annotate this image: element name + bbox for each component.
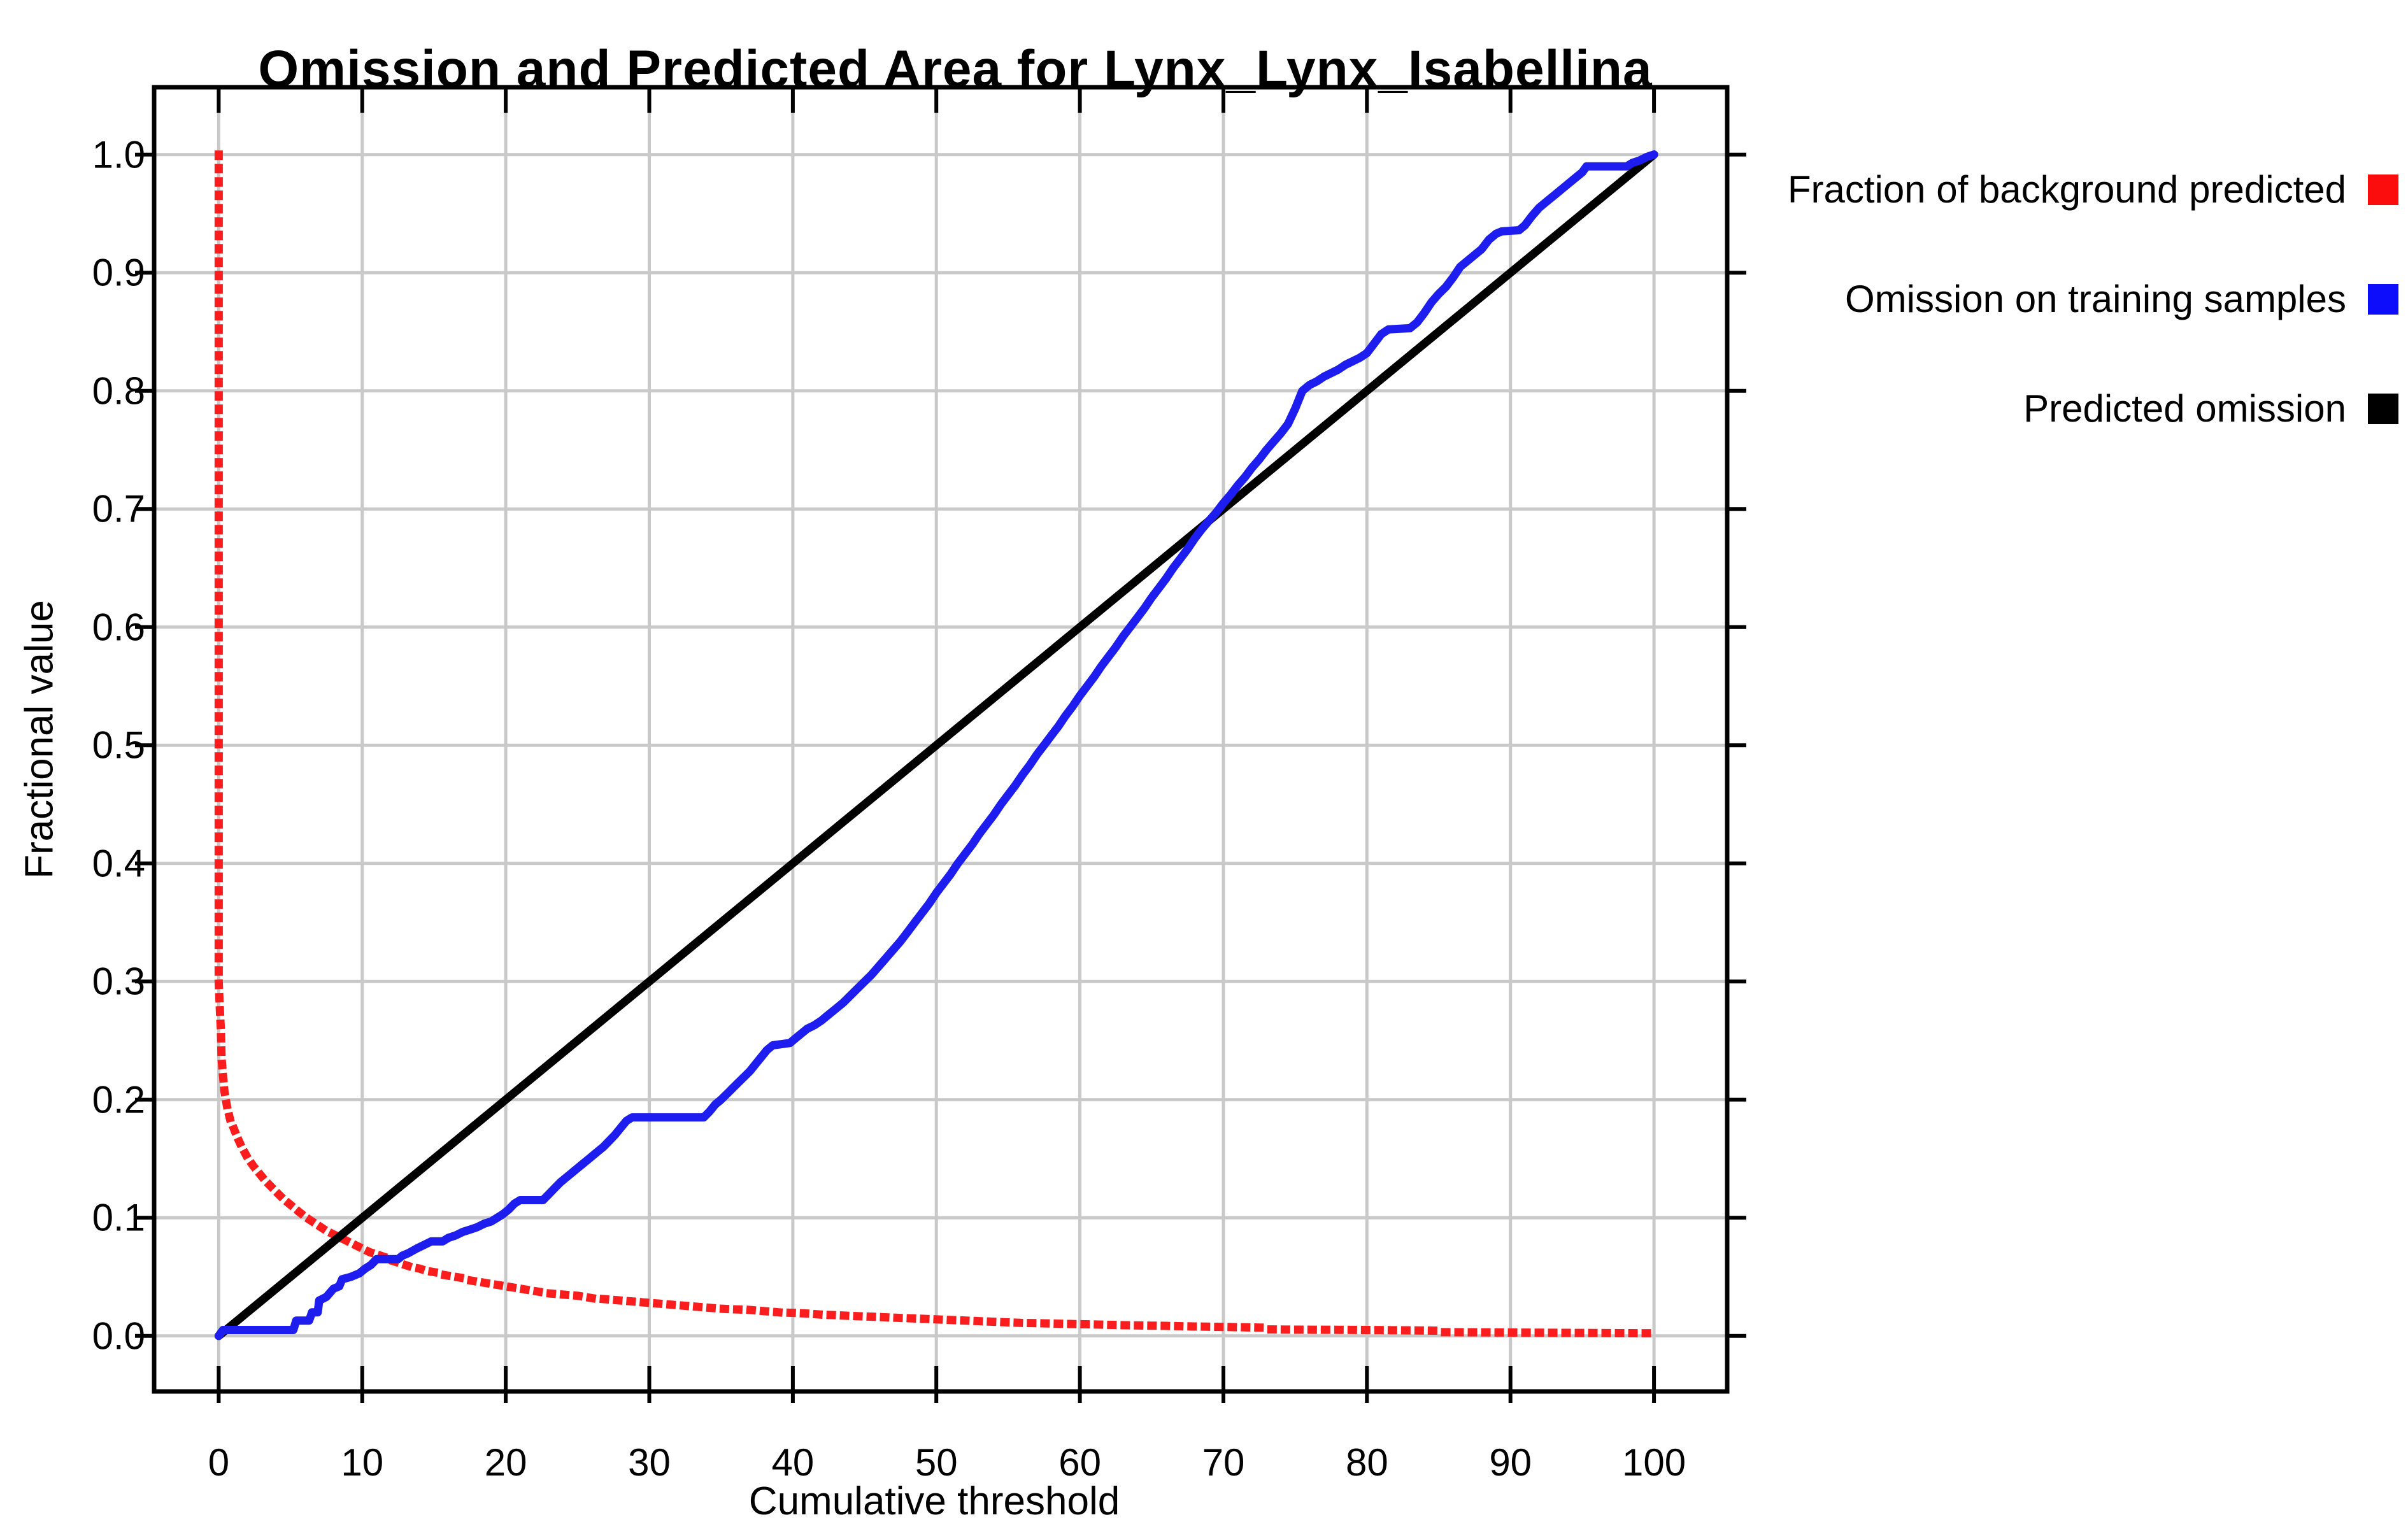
legend-item-predicted-omission: Predicted omission — [2023, 383, 2408, 430]
x-tick-label: 80 — [1345, 1441, 1388, 1484]
y-tick-label: 0.7 — [92, 487, 145, 530]
legend-label: Predicted omission — [2023, 387, 2346, 430]
x-tick-label: 0 — [208, 1441, 230, 1484]
legend-label: Omission on training samples — [1844, 278, 2346, 321]
y-tick-label: 1.0 — [92, 133, 145, 176]
x-tick-label: 20 — [484, 1441, 527, 1484]
red-swatch-icon — [2368, 174, 2398, 206]
y-tick-label: 0.6 — [92, 606, 145, 649]
x-tick-label: 60 — [1058, 1441, 1101, 1484]
x-tick-label: 40 — [771, 1441, 815, 1484]
x-tick-label: 70 — [1202, 1441, 1245, 1484]
y-tick-label: 0.3 — [92, 960, 145, 1003]
x-tick-label: 100 — [1622, 1441, 1686, 1484]
x-tick-label: 50 — [915, 1441, 958, 1484]
blue-swatch-icon — [2368, 284, 2398, 315]
chart-title: Omission and Predicted Area for Lynx_Lyn… — [258, 40, 1653, 98]
legend-label: Fraction of background predicted — [1787, 168, 2346, 211]
x-axis-title: Cumulative threshold — [748, 1479, 1120, 1523]
y-tick-label: 0.1 — [92, 1196, 145, 1239]
x-tick-label: 30 — [628, 1441, 671, 1484]
x-tick-label: 10 — [341, 1441, 384, 1484]
y-tick-label: 0.0 — [92, 1314, 145, 1358]
y-tick-label: 0.9 — [92, 251, 145, 294]
legend-item-omission-on-training-samples: Omission on training samples — [1845, 274, 2408, 320]
y-tick-label: 0.8 — [92, 369, 145, 413]
y-tick-label: 0.5 — [92, 723, 145, 767]
x-tick-label: 90 — [1489, 1441, 1532, 1484]
black-swatch-icon — [2368, 394, 2398, 425]
y-tick-label: 0.2 — [92, 1078, 145, 1121]
legend-item-fraction-of-background-predicted: Fraction of background predicted — [1787, 164, 2408, 211]
y-tick-label: 0.4 — [92, 842, 145, 885]
